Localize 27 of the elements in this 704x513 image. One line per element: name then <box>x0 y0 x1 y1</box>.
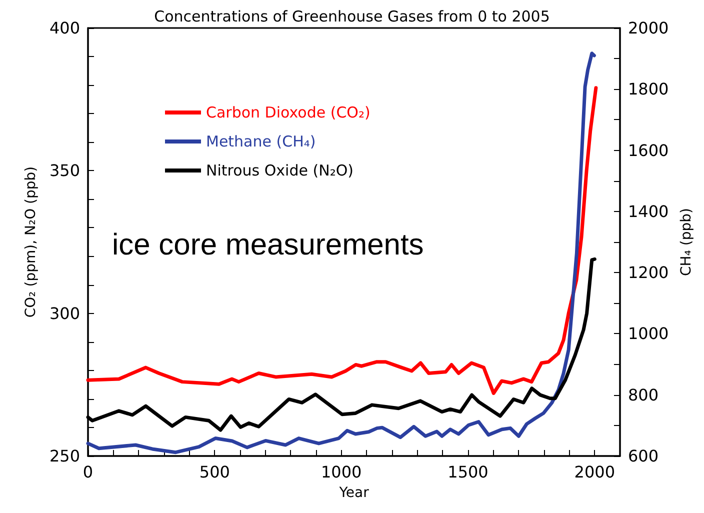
legend-label: Nitrous Oxide (N₂O) <box>206 162 354 180</box>
y2-tick-label: 2000 <box>628 18 669 38</box>
y2-tick-label: 800 <box>628 385 659 404</box>
y-tick-label: 400 <box>49 18 80 38</box>
chart-title: Concentrations of Greenhouse Gases from 0 to 2005 <box>154 8 550 26</box>
x-tick-label: 1500 <box>448 462 488 482</box>
x-axis-title: Year <box>338 485 370 501</box>
annotation: ice core measurements <box>112 228 424 262</box>
y-axis-title: CO₂ (ppm), N₂O (ppb) <box>23 166 39 318</box>
y2-tick-label: 1400 <box>628 202 669 221</box>
x-tick-label: 0 <box>82 462 94 482</box>
legend-label: Methane (CH₄) <box>206 132 316 150</box>
y2-tick-label: 1800 <box>628 80 669 99</box>
x-tick-label: 500 <box>199 462 230 482</box>
line-series <box>86 86 598 395</box>
y2-tick-label: 600 <box>628 446 659 466</box>
y2-tick-label: 1000 <box>628 324 669 344</box>
y2-tick-label: 1200 <box>628 263 669 282</box>
legend-label: Carbon Dioxode (CO₂) <box>206 104 370 122</box>
x-tick-label: 1000 <box>320 462 362 482</box>
y-tick-label: 300 <box>49 304 80 323</box>
y2-tick-label: 1600 <box>628 140 669 160</box>
y-tick-label: 350 <box>49 161 80 180</box>
y2-axis-title: CH₄ (ppb) <box>678 208 695 276</box>
x-tick-label: 2000 <box>574 462 616 482</box>
y-tick-label: 250 <box>49 446 80 466</box>
line-series <box>86 52 596 454</box>
